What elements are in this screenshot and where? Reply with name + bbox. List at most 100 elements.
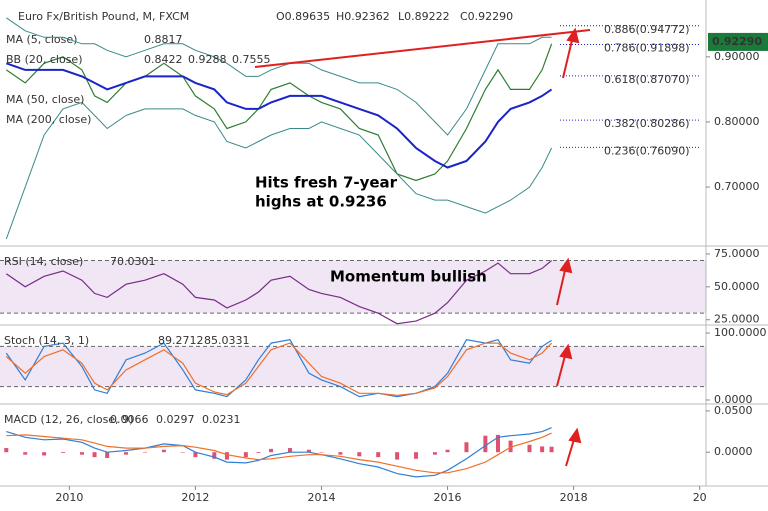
x-tick-label: 2016	[434, 491, 462, 504]
trendline	[254, 29, 591, 68]
histogram-bar	[432, 452, 437, 455]
histogram-bar	[269, 448, 274, 453]
fib-label: 0.236(0.76090)	[604, 144, 690, 157]
series-line	[6, 427, 552, 478]
legend-name: MA (5, close)	[6, 33, 77, 46]
histogram-bar	[79, 452, 84, 455]
x-tick-label: 2012	[181, 491, 209, 504]
histogram-bar	[395, 452, 400, 460]
ohlc-value: H0.92362	[336, 10, 390, 23]
histogram-bar	[180, 452, 185, 453]
legend-name: MA (50, close)	[6, 93, 84, 106]
price-label: 0.92290	[712, 35, 762, 48]
y-tick-label: 0.70000	[714, 180, 760, 193]
legend-value: 0.8817	[144, 33, 183, 46]
histogram-bar	[4, 448, 9, 453]
ohlc-value: L0.89222	[398, 10, 450, 23]
x-tick-label: 20	[693, 491, 707, 504]
arrow	[556, 265, 567, 306]
series-line	[5, 43, 553, 182]
histogram-bar	[142, 452, 147, 453]
histogram-bar	[287, 448, 292, 453]
arrow-head	[559, 343, 573, 360]
fib-label: 0.618(0.87070)	[604, 73, 690, 86]
band	[0, 260, 706, 314]
histogram-bar	[540, 446, 545, 453]
histogram-bar	[256, 452, 261, 454]
legend-value: 0.9288	[188, 53, 227, 66]
histogram-bar	[61, 452, 66, 454]
histogram-bar	[483, 435, 488, 453]
histogram-bar	[224, 452, 229, 460]
x-tick-label: 2014	[307, 491, 335, 504]
band-upper	[6, 17, 552, 136]
histogram-bar	[124, 452, 129, 455]
histogram-bar	[243, 452, 248, 458]
fib-label: 0.886(0.94772)	[604, 23, 690, 36]
arrow	[562, 35, 574, 79]
y-tick-label: 0.90000	[714, 50, 760, 63]
y-tick-label: 0.80000	[714, 115, 760, 128]
arrows	[556, 27, 582, 467]
histogram-bar	[193, 452, 198, 458]
legend-value: 70.0301	[110, 255, 156, 268]
arrow-head	[568, 427, 582, 444]
y-tick-label: 50.0000	[714, 280, 760, 293]
series-line	[6, 432, 552, 474]
y-tick-label: 25.0000	[714, 313, 760, 326]
series-line	[5, 342, 553, 396]
legend-value: 0.8422	[144, 53, 183, 66]
legend-value: 0.0297	[156, 413, 195, 426]
histogram-bar	[42, 452, 47, 456]
ohlc-value: O0.89635	[276, 10, 330, 23]
histogram-bar	[445, 449, 450, 453]
y-tick-label: 0.0500	[714, 404, 753, 417]
legend-value: 0.0066	[110, 413, 149, 426]
price-label-box	[708, 32, 768, 51]
histogram-bar	[376, 452, 381, 458]
band-lower	[5, 101, 553, 240]
series-line	[5, 260, 552, 325]
annotation: Hits fresh 7-year	[255, 174, 398, 192]
x-tick-label: 2010	[55, 491, 83, 504]
histogram-bar	[414, 452, 419, 459]
histogram-bar	[161, 449, 166, 453]
indicator-title: MACD (12, 26, close, 9)	[4, 413, 133, 426]
histogram-bar	[319, 452, 324, 453]
legend-name: BB (20, close)	[6, 53, 83, 66]
histogram-bar	[495, 434, 500, 453]
indicator-title: RSI (14, close)	[4, 255, 83, 268]
legend-value: 0.0231	[202, 413, 241, 426]
histogram-bar	[306, 449, 311, 453]
histogram-bar	[212, 452, 217, 459]
y-tick-label: 75.0000	[714, 247, 760, 260]
band	[0, 346, 706, 387]
histogram-bar	[357, 452, 362, 457]
legend-value: 89.2712	[158, 334, 204, 347]
histogram-bar	[527, 444, 532, 453]
histogram-bar	[338, 452, 343, 455]
histogram-bar	[92, 452, 97, 458]
legend-value: 85.0331	[204, 334, 250, 347]
ohlc-value: C0.92290	[460, 10, 513, 23]
fib-label: 0.382(0.80286)	[604, 117, 690, 130]
indicator-title: Stoch (14, 3, 1)	[4, 334, 89, 347]
annotation: highs at 0.9236	[255, 193, 387, 211]
histogram-bar	[508, 440, 513, 453]
series-line	[5, 62, 553, 169]
legend-value: 0.7555	[232, 53, 271, 66]
histogram-bar	[23, 452, 28, 455]
arrow-head	[559, 257, 573, 274]
histogram-bar	[105, 452, 110, 458]
histogram-bar	[464, 442, 469, 453]
histogram-bar	[549, 446, 554, 453]
x-tick-label: 2018	[560, 491, 588, 504]
y-tick-label: 0.0000	[714, 445, 753, 458]
y-tick-label: 100.0000	[714, 326, 767, 339]
annotation: Momentum bullish	[330, 268, 487, 286]
series-line	[5, 339, 552, 398]
y-tick-label: 0.0000	[714, 393, 753, 406]
legend-name: MA (200, close)	[6, 113, 91, 126]
symbol-title: Euro Fx/British Pound, M, FXCM	[18, 10, 189, 23]
